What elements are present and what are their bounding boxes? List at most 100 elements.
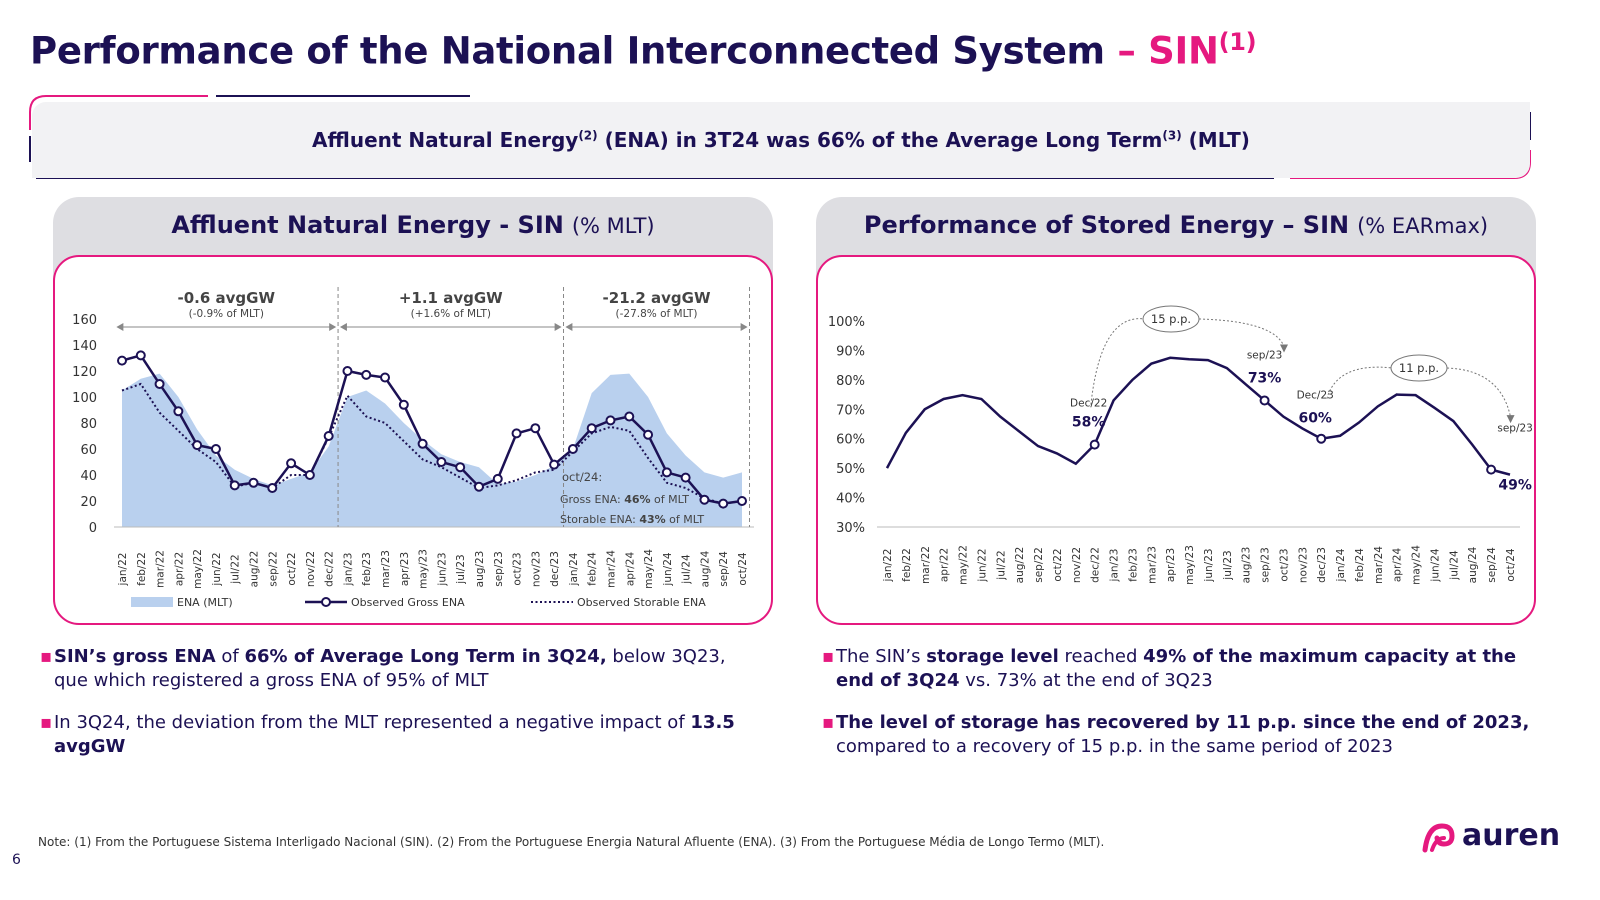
marker-date-label: Dec/22: [1070, 398, 1107, 410]
gross-ena-point: [135, 350, 146, 361]
stored-energy-line: [885, 356, 1511, 476]
gross-ena-point: [586, 423, 597, 434]
ena-panel-title: Affluent Natural Energy - SIN (% MLT): [171, 211, 655, 239]
x-tick-label: may/22: [192, 549, 204, 589]
page-title: Performance of the National Interconnect…: [30, 28, 1257, 73]
legend-area-swatch: [131, 597, 173, 607]
gross-ena-point: [304, 470, 315, 480]
gross-ena-point: [492, 473, 503, 484]
x-tick-label: sep/24: [1486, 547, 1498, 583]
headline-banner: Affluent Natural Energy(2) (ENA) in 3T24…: [32, 102, 1530, 178]
ena-panel: Affluent Natural Energy - SIN (% MLT) 0 20…: [53, 197, 773, 625]
banner-text: Affluent Natural Energy(2) (ENA) in 3T24…: [312, 128, 1250, 152]
x-tick-label: jul/24: [1448, 550, 1460, 581]
gross-ena-point: [661, 467, 672, 478]
marker-date-label: sep/23: [1247, 349, 1283, 361]
annotation-title: oct/24:: [562, 470, 602, 484]
y-tick-label: 90%: [836, 344, 865, 359]
x-tick-label: may/23: [418, 549, 430, 589]
x-tick-label: jul/22: [230, 554, 242, 584]
gross-ena-point: [549, 459, 560, 470]
x-tick-label: nov/22: [305, 551, 317, 587]
x-tick-label: feb/23: [1127, 548, 1139, 582]
annotation-gross: Gross ENA: 46% of MLT: [560, 493, 689, 506]
period-arrow-head-left: [565, 323, 573, 331]
gross-ena-point: [605, 415, 616, 426]
x-tick-label: mar/24: [605, 550, 617, 588]
x-tick-label: jun/22: [976, 548, 988, 582]
x-tick-label: may/24: [1411, 545, 1423, 585]
x-tick-label: may/24: [643, 549, 655, 589]
gross-ena-point: [530, 423, 541, 434]
period-arrow-head-right: [554, 323, 562, 331]
x-tick-label: apr/23: [399, 552, 411, 586]
auren-logo-icon: [1422, 823, 1455, 853]
period-sublabel: (+1.6% of MLT): [411, 308, 491, 320]
x-tick-label: aug/24: [1467, 546, 1479, 583]
auren-logo: auren: [1422, 818, 1560, 854]
period-sublabel: (-0.9% of MLT): [189, 308, 264, 320]
gross-ena-point: [473, 481, 484, 492]
x-tick-label: oct/23: [512, 552, 524, 585]
gross-ena-point: [380, 372, 391, 383]
gross-ena-point: [511, 428, 522, 439]
stored-energy-panel-title: Performance of Stored Energy – SIN (% EAR…: [863, 211, 1489, 239]
x-tick-label: jan/22: [117, 553, 129, 587]
stored-energy-marker: [1259, 395, 1270, 406]
gross-ena-line: [121, 353, 743, 505]
ena-bullets: ▪ SIN’s gross ENA of 66% of Average Long …: [40, 645, 760, 777]
period-arrow-head-right: [740, 323, 748, 331]
recovery-2023-label: 15 p.p.: [1151, 312, 1191, 326]
x-tick-label: apr/22: [939, 548, 951, 582]
stored-energy-bullets: ▪ The SIN’s storage level reached 49% of …: [822, 645, 1542, 777]
x-tick-label: jun/23: [436, 552, 448, 586]
period-arrow-head-left: [339, 323, 347, 331]
recovery-2024-bubble: [1390, 354, 1448, 382]
legend-gross-marker: [321, 597, 331, 607]
x-tick-label: sep/23: [1260, 547, 1272, 583]
x-tick-label: apr/22: [173, 552, 185, 586]
auren-logo-text: auren: [1462, 818, 1561, 853]
period-sublabel: (-27.8% of MLT): [616, 308, 698, 320]
stored-energy-chart-frame: 30% 40% 50% 60% 70% 80% 90% 100% jan/22 feb/22 mar…: [816, 255, 1536, 625]
y-tick-label: 40%: [836, 492, 865, 507]
x-tick-label: feb/22: [901, 548, 913, 582]
x-tick-label: sep/23: [493, 551, 505, 587]
x-tick-label: jan/24: [568, 552, 580, 586]
x-tick-label: may/23: [1184, 545, 1196, 585]
x-tick-label: jul/23: [455, 554, 467, 584]
period-label: -0.6 avgGW: [178, 289, 276, 307]
y-tick-label: 120: [72, 365, 97, 380]
x-tick-label: may/22: [958, 545, 970, 585]
marker-value-label: 73%: [1248, 370, 1282, 386]
gross-ena-point: [192, 440, 203, 451]
gross-ena-point: [718, 498, 729, 509]
x-tick-label: jan/23: [1109, 549, 1121, 583]
x-tick-label: dec/22: [324, 551, 336, 587]
x-tick-label: feb/22: [136, 552, 148, 586]
gross-ena-point: [567, 444, 578, 454]
bullet-item: ▪ SIN’s gross ENA of 66% of Average Long …: [40, 646, 726, 691]
x-tick-label: mar/23: [1146, 546, 1158, 584]
y-tick-label: 60: [80, 443, 97, 458]
gross-ena-point: [436, 457, 447, 467]
x-tick-label: feb/24: [1354, 548, 1366, 582]
y-tick-label: 100: [72, 391, 97, 406]
recovery-2023-arrow-head: [1280, 344, 1289, 353]
gross-ena-point: [680, 472, 691, 483]
gross-ena-point: [154, 379, 165, 389]
x-tick-label: sep/22: [1033, 547, 1045, 583]
bullet-item: ▪ In 3Q24, the deviation from the MLT rep…: [40, 712, 735, 757]
y-tick-label: 0: [89, 521, 97, 536]
y-tick-label: 160: [72, 313, 97, 328]
y-tick-label: 40: [80, 469, 97, 484]
x-tick-label: apr/24: [624, 552, 636, 587]
x-tick-label: mar/22: [920, 546, 932, 584]
gross-ena-point: [248, 477, 259, 488]
x-tick-label: aug/23: [1241, 547, 1253, 584]
gross-ena-point: [455, 462, 466, 473]
storable-ena-line: [121, 382, 743, 505]
x-tick-label: jul/24: [681, 554, 693, 585]
gross-ena-point: [286, 458, 297, 469]
x-tick-label: sep/22: [267, 551, 279, 587]
